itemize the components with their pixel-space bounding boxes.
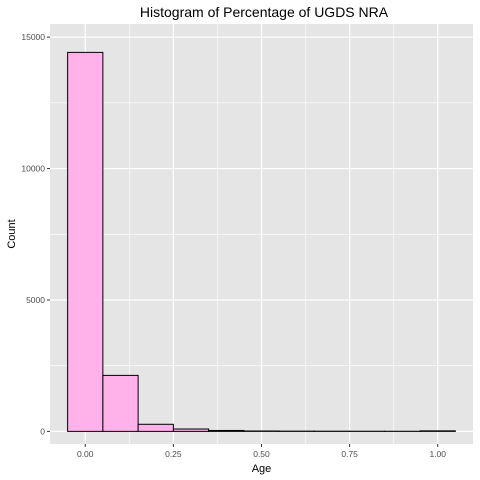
y-tick-label: 15000 bbox=[21, 32, 45, 42]
y-axis-title: Count bbox=[6, 219, 18, 248]
x-tick-label: 0.25 bbox=[165, 449, 182, 459]
x-axis: 0.00 0.25 0.50 0.75 1.00 bbox=[77, 444, 446, 459]
histogram-bar bbox=[102, 374, 139, 432]
histogram-bar bbox=[208, 429, 245, 432]
histogram-bar bbox=[419, 430, 456, 432]
y-tick-label: 5000 bbox=[26, 295, 45, 305]
x-tick-label: 0.50 bbox=[253, 449, 270, 459]
histogram-bar bbox=[67, 51, 104, 432]
histogram-bars bbox=[67, 51, 456, 432]
x-tick-label: 0.00 bbox=[77, 449, 94, 459]
y-tick-label: 10000 bbox=[21, 164, 45, 174]
y-axis: 0 5000 10000 15000 bbox=[21, 32, 50, 436]
histogram-bar bbox=[172, 428, 210, 432]
y-tick-label: 0 bbox=[40, 426, 45, 436]
x-tick-label: 1.00 bbox=[429, 449, 446, 459]
chart-title: Histogram of Percentage of UGDS NRA bbox=[140, 4, 389, 20]
x-axis-title: Age bbox=[252, 463, 272, 475]
x-tick-label: 0.75 bbox=[341, 449, 358, 459]
histogram-bar bbox=[137, 423, 174, 432]
